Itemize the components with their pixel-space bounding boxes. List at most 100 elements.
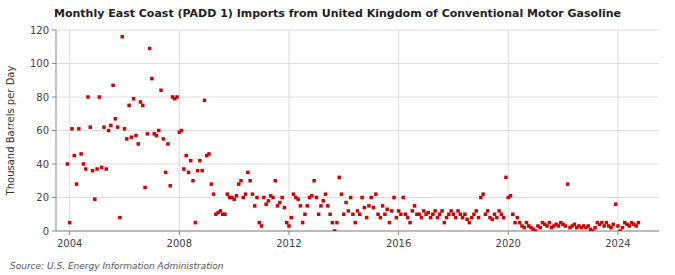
- point: [79, 152, 83, 156]
- point: [495, 216, 499, 220]
- point: [367, 204, 371, 208]
- point: [68, 221, 72, 225]
- point: [452, 213, 456, 217]
- point: [438, 213, 442, 217]
- point: [207, 152, 211, 156]
- point: [276, 204, 280, 208]
- point: [312, 179, 316, 183]
- point: [191, 179, 195, 183]
- point: [285, 221, 289, 225]
- tick-y: [52, 97, 56, 98]
- point: [525, 221, 529, 225]
- point: [89, 125, 93, 128]
- point: [614, 202, 618, 206]
- y-axis-label: Thousand Barrels per Day: [5, 66, 16, 197]
- point: [93, 197, 97, 201]
- tick-label-x: 2024: [605, 238, 630, 249]
- grid-line-y: [56, 197, 659, 198]
- point: [436, 216, 440, 220]
- point: [98, 95, 102, 99]
- point: [164, 171, 168, 175]
- point: [321, 199, 325, 203]
- point: [484, 213, 488, 217]
- point: [280, 196, 284, 200]
- point: [66, 162, 70, 166]
- tick-y: [52, 130, 56, 131]
- point: [262, 196, 266, 200]
- point: [248, 179, 252, 183]
- axes: 020406080100120200420082012201620202024: [30, 25, 659, 250]
- point: [136, 142, 140, 146]
- point: [223, 213, 227, 217]
- tick-x: [508, 231, 509, 235]
- point: [465, 218, 469, 222]
- point: [196, 169, 200, 173]
- point: [404, 213, 408, 217]
- tick-label-y: 120: [30, 25, 49, 36]
- point: [331, 221, 335, 225]
- point: [637, 221, 641, 225]
- point: [102, 125, 106, 128]
- point: [226, 192, 230, 196]
- point: [198, 159, 202, 163]
- tick-x: [179, 231, 180, 235]
- point: [383, 213, 387, 217]
- point: [538, 226, 542, 230]
- point: [246, 171, 250, 175]
- point: [212, 192, 216, 196]
- point: [454, 216, 458, 220]
- point: [564, 224, 568, 228]
- point: [406, 216, 410, 220]
- point: [518, 221, 522, 225]
- point: [395, 216, 399, 220]
- point: [319, 204, 323, 208]
- tick-x: [69, 231, 70, 235]
- point: [600, 221, 604, 225]
- point: [365, 216, 369, 220]
- point: [401, 196, 405, 200]
- point: [271, 196, 275, 200]
- point: [255, 196, 258, 200]
- point: [447, 213, 451, 217]
- tick-label-y: 40: [36, 159, 49, 170]
- point: [278, 201, 282, 205]
- grid-line-x: [617, 30, 618, 231]
- grid-line-x: [508, 30, 509, 231]
- tick-label-y: 100: [30, 58, 49, 69]
- point: [127, 104, 130, 108]
- point: [431, 213, 435, 217]
- point: [184, 154, 188, 158]
- point: [349, 196, 353, 200]
- point: [296, 197, 300, 201]
- point: [392, 196, 396, 200]
- point: [388, 221, 392, 225]
- point: [459, 213, 463, 217]
- point: [232, 197, 236, 201]
- point: [481, 192, 485, 196]
- point: [114, 117, 118, 121]
- point: [139, 100, 143, 104]
- point: [429, 216, 433, 220]
- point: [513, 221, 517, 225]
- grid-line-y: [56, 130, 659, 131]
- point: [306, 204, 310, 208]
- point: [390, 209, 394, 213]
- point: [463, 213, 467, 217]
- point: [468, 221, 472, 225]
- point: [134, 134, 138, 138]
- point: [146, 132, 150, 136]
- point: [210, 182, 214, 186]
- point: [258, 221, 262, 225]
- point: [200, 169, 204, 173]
- point: [82, 162, 86, 166]
- point: [443, 221, 447, 225]
- point: [328, 213, 332, 217]
- point: [95, 167, 99, 171]
- grid-line-y: [56, 164, 659, 165]
- point: [132, 97, 136, 101]
- point: [397, 209, 401, 213]
- point: [335, 221, 339, 225]
- point: [618, 229, 622, 231]
- grid-line-y: [56, 231, 659, 232]
- point: [413, 204, 417, 208]
